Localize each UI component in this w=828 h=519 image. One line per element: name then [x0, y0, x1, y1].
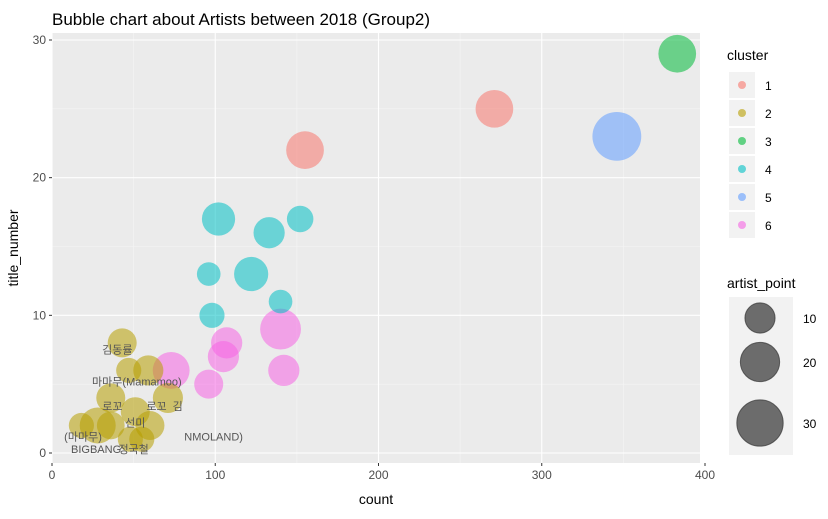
legend-key-cluster-6 — [738, 221, 746, 229]
x-tick-label: 100 — [205, 468, 225, 482]
legend-key-cluster-1 — [738, 81, 746, 89]
x-axis-title: count — [359, 491, 393, 507]
x-tick-label: 0 — [49, 468, 56, 482]
x-tick-label: 400 — [695, 468, 715, 482]
bubble-cluster-2 — [133, 355, 164, 386]
legend-key-cluster-3 — [738, 137, 746, 145]
size-legend-bubble — [744, 302, 776, 334]
size-legend-bubble — [739, 341, 781, 383]
bubble-cluster-2 — [96, 383, 126, 413]
bubble-cluster-4 — [196, 262, 221, 286]
cluster-legend-title: cluster — [727, 47, 769, 63]
grid-lines — [51, 33, 706, 463]
bubble-cluster-1 — [475, 89, 514, 128]
bubble-cluster-2 — [129, 426, 155, 452]
bubble-cluster-4 — [268, 289, 293, 314]
size-legend-bubble — [736, 399, 784, 447]
bubble-cluster-4 — [234, 256, 269, 292]
bubble-cluster-6 — [207, 341, 240, 373]
point-label: BIGBANG — [71, 444, 121, 456]
point-label: 김 — [173, 400, 183, 413]
bubble-cluster-1 — [286, 131, 324, 169]
cluster-legend: 1 2 3 4 5 6 — [729, 72, 772, 238]
y-axis-title: title_number — [5, 209, 21, 286]
legend-key-cluster-5 — [738, 193, 746, 201]
bubble-cluster-2 — [116, 357, 142, 383]
legend-label-cluster: 6 — [765, 219, 772, 233]
point-label: 정국철 — [118, 443, 148, 456]
point-label: 선미 — [125, 417, 145, 430]
point-label: 마마무(Mamamoo) — [92, 375, 182, 388]
legend-label-cluster: 4 — [765, 163, 772, 177]
bubbles — [68, 34, 697, 452]
legend-label-cluster: 1 — [765, 79, 772, 93]
chart-title: Bubble chart about Artists between 2018 … — [52, 10, 430, 29]
size-legend-label: 10 — [803, 312, 817, 326]
bubble-cluster-4 — [286, 205, 314, 233]
bubble-cluster-5 — [592, 111, 642, 161]
x-tick-label: 300 — [532, 468, 552, 482]
legend-label-cluster: 3 — [765, 135, 772, 149]
bubble-cluster-4 — [201, 202, 236, 236]
size-legend: 10 20 30 — [729, 297, 817, 455]
x-tick-label: 200 — [368, 468, 388, 482]
size-legend-label: 20 — [803, 356, 817, 370]
bubble-cluster-6 — [152, 351, 190, 389]
bubble-cluster-6 — [260, 308, 301, 350]
bubble-cluster-6 — [194, 369, 224, 399]
legend-label-cluster: 2 — [765, 107, 772, 121]
size-legend-title: artist_point — [727, 275, 796, 291]
point-label: (마마무) — [64, 430, 102, 443]
point-label: NMOLAND) — [184, 431, 243, 443]
y-tick-label: 10 — [33, 308, 47, 322]
bubble-cluster-2 — [68, 412, 94, 439]
bubble-cluster-4 — [253, 217, 285, 249]
bubble-cluster-2 — [152, 382, 183, 413]
y-tick-label: 0 — [39, 446, 46, 460]
point-label: 로꼬 — [102, 401, 122, 413]
size-legend-label: 30 — [803, 417, 817, 431]
plot-panel — [52, 33, 700, 463]
point-label: 김동률 — [102, 344, 132, 357]
bubble-cluster-2 — [96, 411, 125, 440]
bubble-cluster-3 — [658, 34, 697, 73]
bubble-cluster-6 — [268, 354, 300, 387]
bubble-cluster-2 — [107, 328, 137, 358]
legend-label-cluster: 5 — [765, 191, 772, 205]
bubble-cluster-4 — [199, 302, 225, 328]
legend-key-cluster-2 — [738, 109, 746, 117]
point-label: 로꼬 — [146, 401, 166, 413]
legend-key-cluster-4 — [738, 165, 746, 173]
axis-ticks: 0 100 200 300 400 0 10 20 30 — [33, 33, 716, 482]
y-tick-label: 20 — [33, 171, 47, 185]
y-tick-label: 30 — [33, 33, 47, 47]
